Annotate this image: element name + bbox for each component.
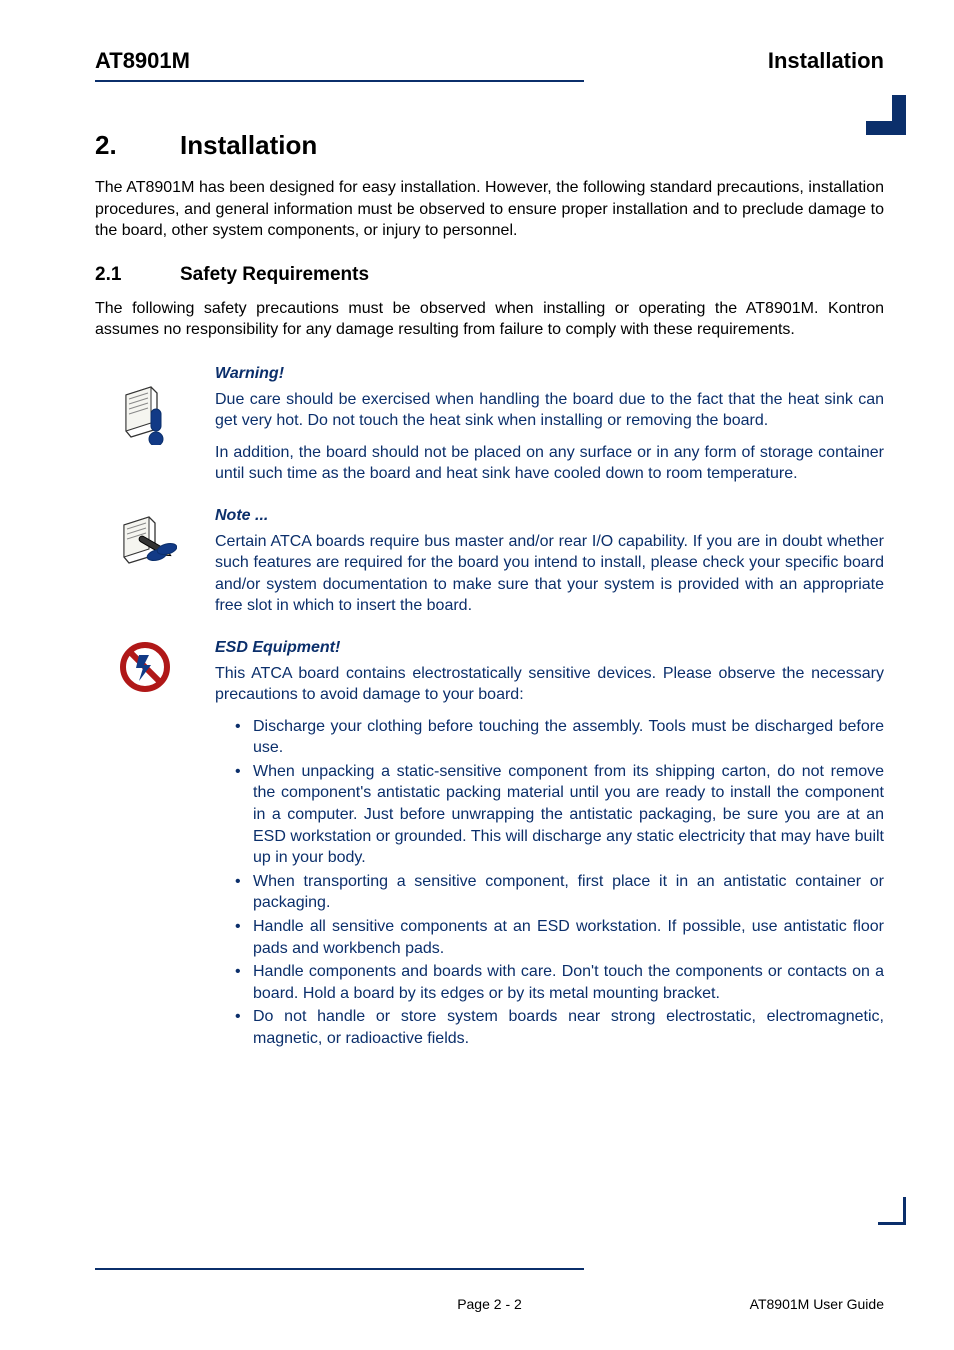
esd-item: Do not handle or store system boards nea… bbox=[235, 1006, 884, 1049]
page-footer: Page 2 - 2 AT8901M User Guide bbox=[95, 1296, 884, 1312]
page-header: AT8901M Installation bbox=[95, 48, 884, 74]
esd-item: When unpacking a static-sensitive compon… bbox=[235, 761, 884, 869]
section-intro: The following safety precautions must be… bbox=[95, 298, 884, 341]
header-right: Installation bbox=[768, 48, 884, 74]
warning-p2: In addition, the board should not be pla… bbox=[215, 442, 884, 485]
corner-mark-icon bbox=[866, 95, 906, 135]
esd-list: Discharge your clothing before touching … bbox=[215, 716, 884, 1050]
header-left: AT8901M bbox=[95, 48, 190, 74]
esd-callout: ESD Equipment! This ATCA board contains … bbox=[95, 637, 884, 1052]
note-title: Note ... bbox=[215, 505, 884, 527]
esd-intro: This ATCA board contains electrostatical… bbox=[215, 663, 884, 706]
note-callout: Note ... Certain ATCA boards require bus… bbox=[95, 505, 884, 627]
esd-icon bbox=[119, 641, 215, 693]
esd-item: Discharge your clothing before touching … bbox=[235, 716, 884, 759]
section-title: Safety Requirements bbox=[180, 264, 369, 285]
chapter-intro: The AT8901M has been designed for easy i… bbox=[95, 177, 884, 242]
note-icon bbox=[119, 513, 215, 569]
warning-icon bbox=[119, 381, 215, 445]
chapter-number: 2. bbox=[95, 130, 180, 161]
header-rule bbox=[95, 80, 884, 82]
footer-page: Page 2 - 2 bbox=[95, 1296, 884, 1312]
warning-p1: Due care should be exercised when handli… bbox=[215, 389, 884, 432]
section-heading: 2.1Safety Requirements bbox=[95, 264, 884, 286]
section-number: 2.1 bbox=[95, 264, 180, 286]
warning-callout: Warning! Due care should be exercised wh… bbox=[95, 363, 884, 495]
esd-item: Handle all sensitive components at an ES… bbox=[235, 916, 884, 959]
warning-title: Warning! bbox=[215, 363, 884, 385]
chapter-heading: 2.Installation bbox=[95, 130, 884, 161]
esd-title: ESD Equipment! bbox=[215, 637, 884, 659]
note-p1: Certain ATCA boards require bus master a… bbox=[215, 531, 884, 617]
footer-corner-icon bbox=[878, 1197, 906, 1225]
footer-rule bbox=[95, 1268, 884, 1270]
esd-item: Handle components and boards with care. … bbox=[235, 961, 884, 1004]
chapter-title: Installation bbox=[180, 130, 317, 160]
esd-item: When transporting a sensitive component,… bbox=[235, 871, 884, 914]
